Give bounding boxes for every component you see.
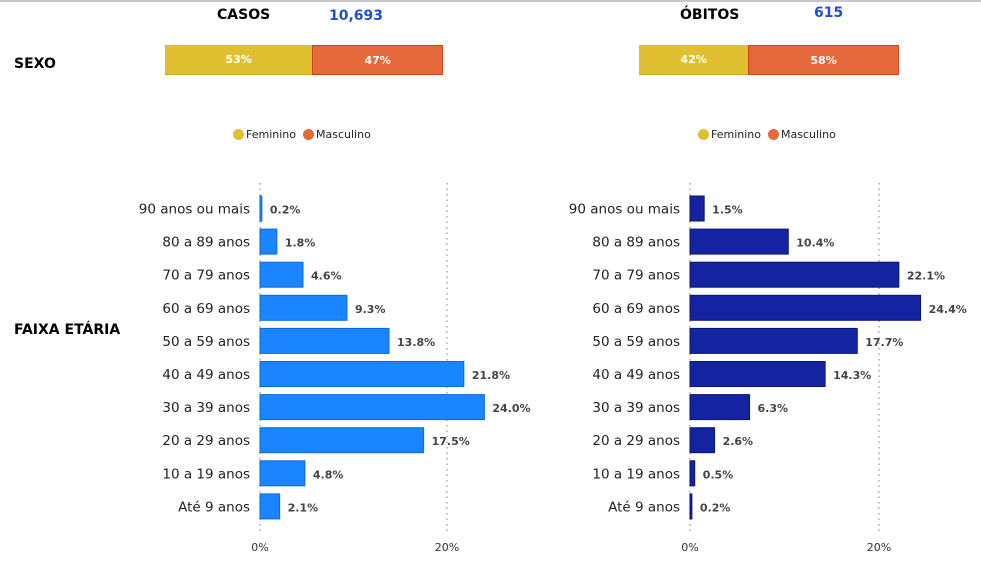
category-label: 40 a 49 anos xyxy=(592,367,680,383)
bar[interactable] xyxy=(689,394,751,421)
bar[interactable] xyxy=(259,361,465,387)
category-label: 40 a 49 anos xyxy=(162,367,250,383)
obitos-faixa-etaria-chart: 0% 20% 90 anos ou mais 1.5% 80 a 89 anos 10.4… xyxy=(569,183,967,554)
category-label: Até 9 anos xyxy=(178,499,250,515)
category-label: 30 a 39 anos xyxy=(162,400,250,416)
data-label: 6.3% xyxy=(758,402,789,415)
bar[interactable] xyxy=(259,394,485,421)
data-label: 1.5% xyxy=(712,204,743,217)
category-label: 80 a 89 anos xyxy=(592,235,680,251)
data-label: 22.1% xyxy=(907,270,945,283)
category-label: 90 anos ou mais xyxy=(139,202,250,218)
casos-faixa-etaria-chart: 0% 20% 90 anos ou mais 0.2% 80 a 89 anos 1.8%… xyxy=(139,183,531,554)
data-label: 13.8% xyxy=(397,336,435,349)
category-label: 60 a 69 anos xyxy=(592,301,680,317)
data-label: 24.0% xyxy=(492,402,530,415)
category-label: 80 a 89 anos xyxy=(162,235,250,251)
category-label: 70 a 79 anos xyxy=(162,268,250,284)
legend-feminino-text: Feminino xyxy=(246,128,296,141)
bar[interactable] xyxy=(259,460,306,487)
bar[interactable] xyxy=(259,493,281,520)
obitos-feminino-segment[interactable]: 42% xyxy=(639,45,749,75)
bar[interactable] xyxy=(259,228,278,255)
bar[interactable] xyxy=(689,261,900,288)
data-label: 17.7% xyxy=(865,336,903,349)
data-label: 24.4% xyxy=(929,303,967,316)
category-label: 70 a 79 anos xyxy=(592,268,680,284)
bar[interactable] xyxy=(689,361,826,387)
bar[interactable] xyxy=(689,294,922,321)
bar[interactable] xyxy=(689,493,693,520)
data-label: 17.5% xyxy=(432,435,470,448)
bar[interactable] xyxy=(689,327,858,354)
category-label: 20 a 29 anos xyxy=(162,433,250,449)
bar[interactable] xyxy=(689,427,716,454)
x-tick-label: 0% xyxy=(681,541,698,554)
data-label: 1.8% xyxy=(285,237,316,250)
x-tick-label: 0% xyxy=(251,541,268,554)
category-label: Até 9 anos xyxy=(608,499,680,515)
casos-feminino-label: 53% xyxy=(225,53,252,66)
casos-title: CASOS xyxy=(217,7,271,23)
legend-feminino-text: Feminino xyxy=(711,128,761,141)
bar[interactable] xyxy=(689,195,705,222)
masculino-dot-icon xyxy=(768,129,779,140)
casos-sexo-bar: 53% 47% xyxy=(165,45,443,75)
faixa-etaria-label: FAIXA ETÁRIA xyxy=(14,322,121,338)
obitos-title: ÓBITOS xyxy=(680,7,740,23)
legend-item-masculino[interactable]: Masculino xyxy=(768,128,836,141)
bar[interactable] xyxy=(259,261,304,288)
obitos-total: 615 xyxy=(814,5,844,21)
data-label: 2.6% xyxy=(723,435,754,448)
data-label: 4.6% xyxy=(311,270,342,283)
obitos-masculino-segment[interactable]: 58% xyxy=(748,45,899,75)
data-label: 10.4% xyxy=(796,237,834,250)
x-tick-label: 20% xyxy=(435,541,459,554)
category-label: 20 a 29 anos xyxy=(592,433,680,449)
bar[interactable] xyxy=(259,427,425,454)
bar[interactable] xyxy=(259,294,348,321)
top-border xyxy=(0,0,981,2)
category-label: 90 anos ou mais xyxy=(569,202,680,218)
data-label: 0.2% xyxy=(270,204,301,217)
legend-item-feminino[interactable]: Feminino xyxy=(233,128,296,141)
bar[interactable] xyxy=(689,228,789,255)
data-label: 2.1% xyxy=(288,501,319,514)
casos-legend: Feminino Masculino xyxy=(233,128,375,141)
category-label: 30 a 39 anos xyxy=(592,400,680,416)
category-label: 10 a 19 anos xyxy=(162,466,250,482)
bar[interactable] xyxy=(259,195,263,222)
category-label: 50 a 59 anos xyxy=(592,334,680,350)
legend-masculino-text: Masculino xyxy=(781,128,836,141)
data-label: 21.8% xyxy=(472,369,510,382)
data-label: 9.3% xyxy=(355,303,386,316)
casos-masculino-label: 47% xyxy=(364,53,391,67)
legend-item-feminino[interactable]: Feminino xyxy=(698,128,761,141)
category-label: 50 a 59 anos xyxy=(162,334,250,350)
obitos-masculino-label: 58% xyxy=(810,53,837,67)
sexo-label: SEXO xyxy=(14,56,56,72)
legend-masculino-text: Masculino xyxy=(316,128,371,141)
x-tick-label: 20% xyxy=(867,541,891,554)
casos-total: 10,693 xyxy=(329,8,384,24)
data-label: 4.8% xyxy=(313,468,344,481)
masculino-dot-icon xyxy=(303,129,314,140)
data-label: 0.2% xyxy=(700,501,731,514)
obitos-feminino-label: 42% xyxy=(680,53,707,66)
data-label: 14.3% xyxy=(833,369,871,382)
obitos-legend: Feminino Masculino xyxy=(698,128,840,141)
legend-item-masculino[interactable]: Masculino xyxy=(303,128,371,141)
category-label: 60 a 69 anos xyxy=(162,301,250,317)
category-label: 10 a 19 anos xyxy=(592,466,680,482)
data-label: 0.5% xyxy=(703,468,734,481)
feminino-dot-icon xyxy=(233,129,244,140)
casos-feminino-segment[interactable]: 53% xyxy=(165,45,313,75)
casos-masculino-segment[interactable]: 47% xyxy=(312,45,443,75)
feminino-dot-icon xyxy=(698,129,709,140)
obitos-sexo-bar: 42% 58% xyxy=(639,45,899,75)
bar[interactable] xyxy=(259,327,390,354)
bar[interactable] xyxy=(689,460,696,487)
